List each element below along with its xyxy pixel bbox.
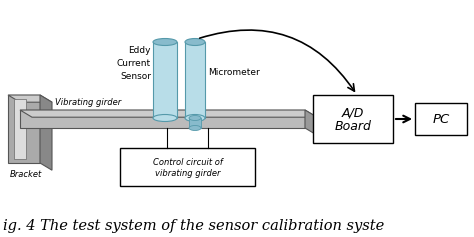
Polygon shape (20, 110, 317, 117)
Ellipse shape (185, 114, 205, 122)
Bar (185, 42, 205, 118)
Bar (8, 95, 40, 163)
Bar (415, 103, 467, 135)
Text: Micrometer: Micrometer (208, 68, 260, 77)
Bar (313, 95, 393, 143)
Text: Current: Current (117, 59, 151, 68)
Polygon shape (305, 110, 317, 135)
Text: Vibrating girder: Vibrating girder (55, 98, 121, 107)
Bar (120, 148, 255, 186)
Bar (14, 99, 26, 159)
Ellipse shape (185, 38, 205, 46)
Text: Sensor: Sensor (120, 72, 151, 81)
Text: A/D: A/D (342, 107, 364, 120)
Text: PC: PC (432, 113, 450, 126)
Ellipse shape (153, 114, 177, 122)
Ellipse shape (189, 115, 201, 120)
Text: Bracket: Bracket (10, 170, 42, 179)
Text: Eddy: Eddy (128, 46, 151, 55)
FancyArrowPatch shape (200, 30, 355, 91)
Ellipse shape (189, 126, 201, 131)
Ellipse shape (153, 38, 177, 46)
Bar (20, 110, 305, 128)
Text: vibrating girder: vibrating girder (155, 169, 220, 178)
Bar (189, 118, 201, 128)
Polygon shape (8, 95, 52, 102)
Polygon shape (40, 95, 52, 170)
Bar (153, 42, 177, 118)
Text: ig. 4 The test system of the sensor calibration syste: ig. 4 The test system of the sensor cali… (3, 219, 384, 233)
Text: Control circuit of: Control circuit of (153, 158, 222, 167)
Text: Board: Board (335, 120, 372, 133)
